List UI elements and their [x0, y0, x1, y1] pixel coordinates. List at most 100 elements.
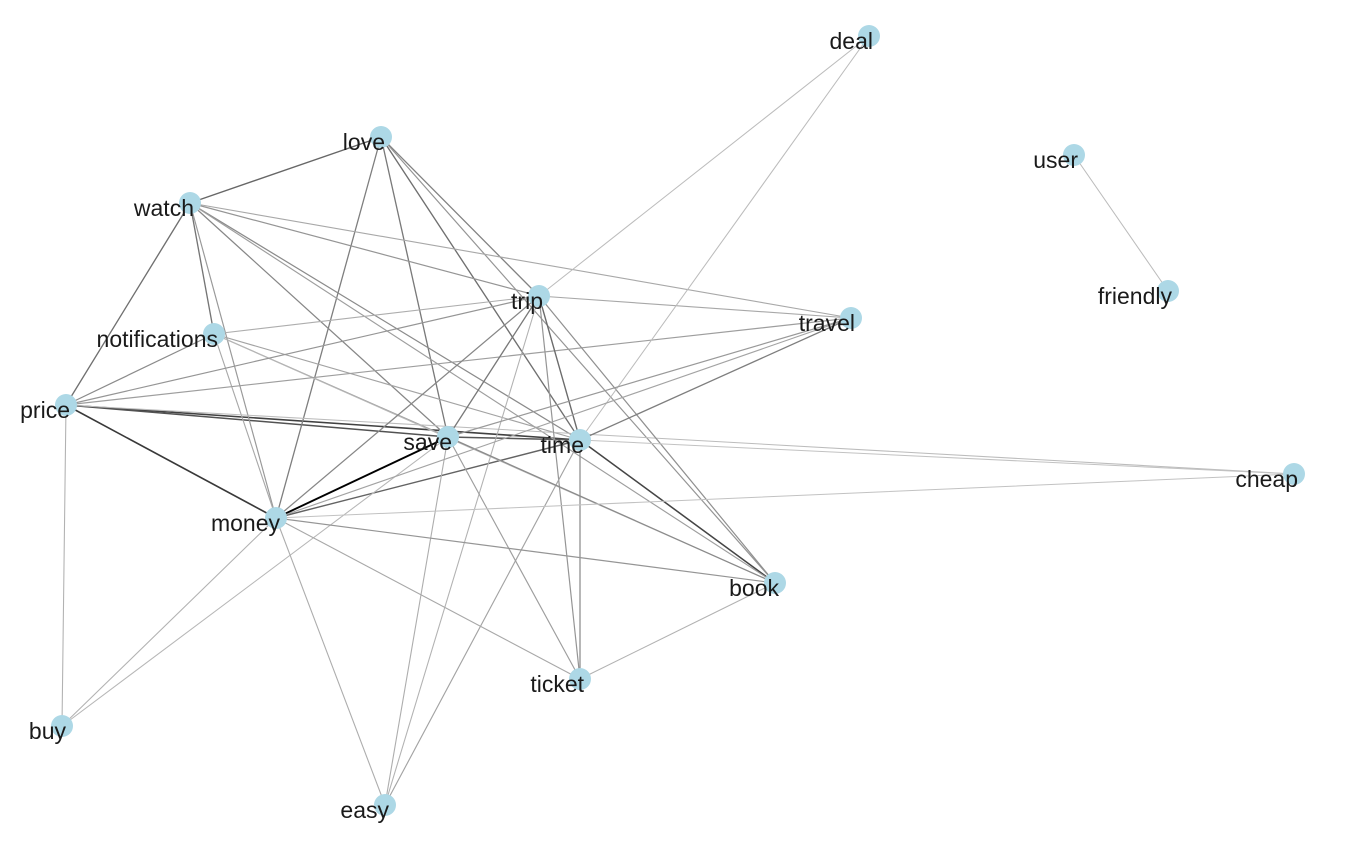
graph-edge [384, 295, 540, 806]
graph-edge [579, 439, 776, 584]
graph-node-buy[interactable]: buy [29, 715, 73, 744]
graph-edge [275, 136, 382, 519]
node-label-book: book [729, 575, 779, 601]
graph-edge [189, 202, 540, 297]
node-circle-ticket[interactable] [569, 668, 591, 690]
graph-edge [65, 295, 540, 406]
node-circle-easy[interactable] [374, 794, 396, 816]
graph-node-ticket[interactable]: ticket [530, 668, 591, 697]
graph-edge [447, 436, 581, 680]
node-label-watch: watch [133, 195, 194, 221]
graph-edge [380, 136, 449, 438]
graph-node-trip[interactable]: trip [511, 285, 550, 314]
graph-node-deal[interactable]: deal [830, 25, 880, 54]
graph-edge [538, 295, 852, 319]
graph-edge [65, 404, 449, 438]
node-label-save: save [403, 429, 452, 455]
node-circle-notifications[interactable] [203, 323, 225, 345]
graph-edge [384, 439, 581, 806]
graph-edge [538, 295, 776, 584]
graph-edge [579, 582, 776, 680]
node-label-time: time [541, 432, 584, 458]
graph-node-friendly[interactable]: friendly [1098, 280, 1179, 309]
node-circle-deal[interactable] [858, 25, 880, 47]
node-label-travel: travel [799, 310, 855, 336]
node-circle-save[interactable] [437, 426, 459, 448]
node-circle-time[interactable] [569, 429, 591, 451]
node-label-friendly: friendly [1098, 283, 1173, 309]
graph-edge [213, 333, 581, 441]
graph-edge [538, 295, 581, 441]
graph-edge [189, 202, 581, 441]
graph-node-price[interactable]: price [20, 394, 77, 423]
node-layer: deal love user watch friendly trip travel notif… [20, 25, 1305, 823]
graph-node-book[interactable]: book [729, 572, 786, 601]
graph-edge [384, 436, 449, 806]
node-label-user: user [1033, 147, 1078, 173]
graph-edge [275, 439, 581, 519]
graph-edge [275, 295, 540, 519]
graph-edge [538, 35, 870, 297]
graph-edge [579, 317, 852, 441]
node-circle-friendly[interactable] [1157, 280, 1179, 302]
graph-node-easy[interactable]: easy [340, 794, 396, 823]
graph-edge [447, 295, 540, 438]
graph-edge [65, 404, 277, 519]
graph-node-notifications[interactable]: notifications [97, 323, 225, 352]
node-circle-cheap[interactable] [1283, 463, 1305, 485]
node-circle-travel[interactable] [840, 307, 862, 329]
node-circle-money[interactable] [265, 507, 287, 529]
graph-node-travel[interactable]: travel [799, 307, 862, 336]
graph-edge [65, 404, 581, 441]
node-circle-watch[interactable] [179, 192, 201, 214]
node-label-love: love [343, 129, 385, 155]
graph-edge [61, 517, 277, 727]
graph-edge [579, 439, 1295, 475]
graph-edge [380, 136, 776, 584]
graph-edge [275, 317, 852, 519]
graph-edge [275, 473, 1295, 519]
graph-edge [189, 202, 852, 319]
graph-edge [189, 202, 277, 519]
graph-node-user[interactable]: user [1033, 144, 1085, 173]
graph-node-save[interactable]: save [403, 426, 459, 455]
graph-node-money[interactable]: money [211, 507, 287, 536]
node-circle-book[interactable] [764, 572, 786, 594]
node-circle-buy[interactable] [51, 715, 73, 737]
graph-node-time[interactable]: time [541, 429, 591, 458]
node-circle-trip[interactable] [528, 285, 550, 307]
node-label-money: money [211, 510, 281, 536]
graph-edge [380, 136, 581, 441]
graph-edge [275, 517, 776, 584]
graph-node-love[interactable]: love [343, 126, 392, 155]
graph-edge [447, 436, 776, 584]
node-label-price: price [20, 397, 70, 423]
graph-edge [1073, 154, 1169, 292]
graph-edge [189, 202, 449, 438]
graph-edge [189, 202, 776, 584]
node-circle-love[interactable] [370, 126, 392, 148]
node-label-ticket: ticket [530, 671, 584, 697]
node-circle-user[interactable] [1063, 144, 1085, 166]
node-label-cheap: cheap [1235, 466, 1298, 492]
graph-edge [61, 436, 449, 727]
graph-edge [189, 136, 382, 204]
graph-edge [447, 436, 581, 441]
graph-edge [189, 202, 215, 335]
node-label-buy: buy [29, 718, 67, 744]
node-label-easy: easy [340, 797, 389, 823]
graph-edge [579, 35, 870, 441]
node-label-trip: trip [511, 288, 543, 314]
graph-edge [275, 436, 449, 519]
graph-edge [380, 136, 540, 297]
graph-edge [213, 333, 277, 519]
node-label-deal: deal [830, 28, 873, 54]
node-circle-price[interactable] [55, 394, 77, 416]
node-label-notifications: notifications [97, 326, 218, 352]
graph-edge [61, 404, 67, 727]
graph-node-watch[interactable]: watch [133, 192, 201, 221]
graph-node-cheap[interactable]: cheap [1235, 463, 1305, 492]
graph-edge [65, 333, 215, 406]
